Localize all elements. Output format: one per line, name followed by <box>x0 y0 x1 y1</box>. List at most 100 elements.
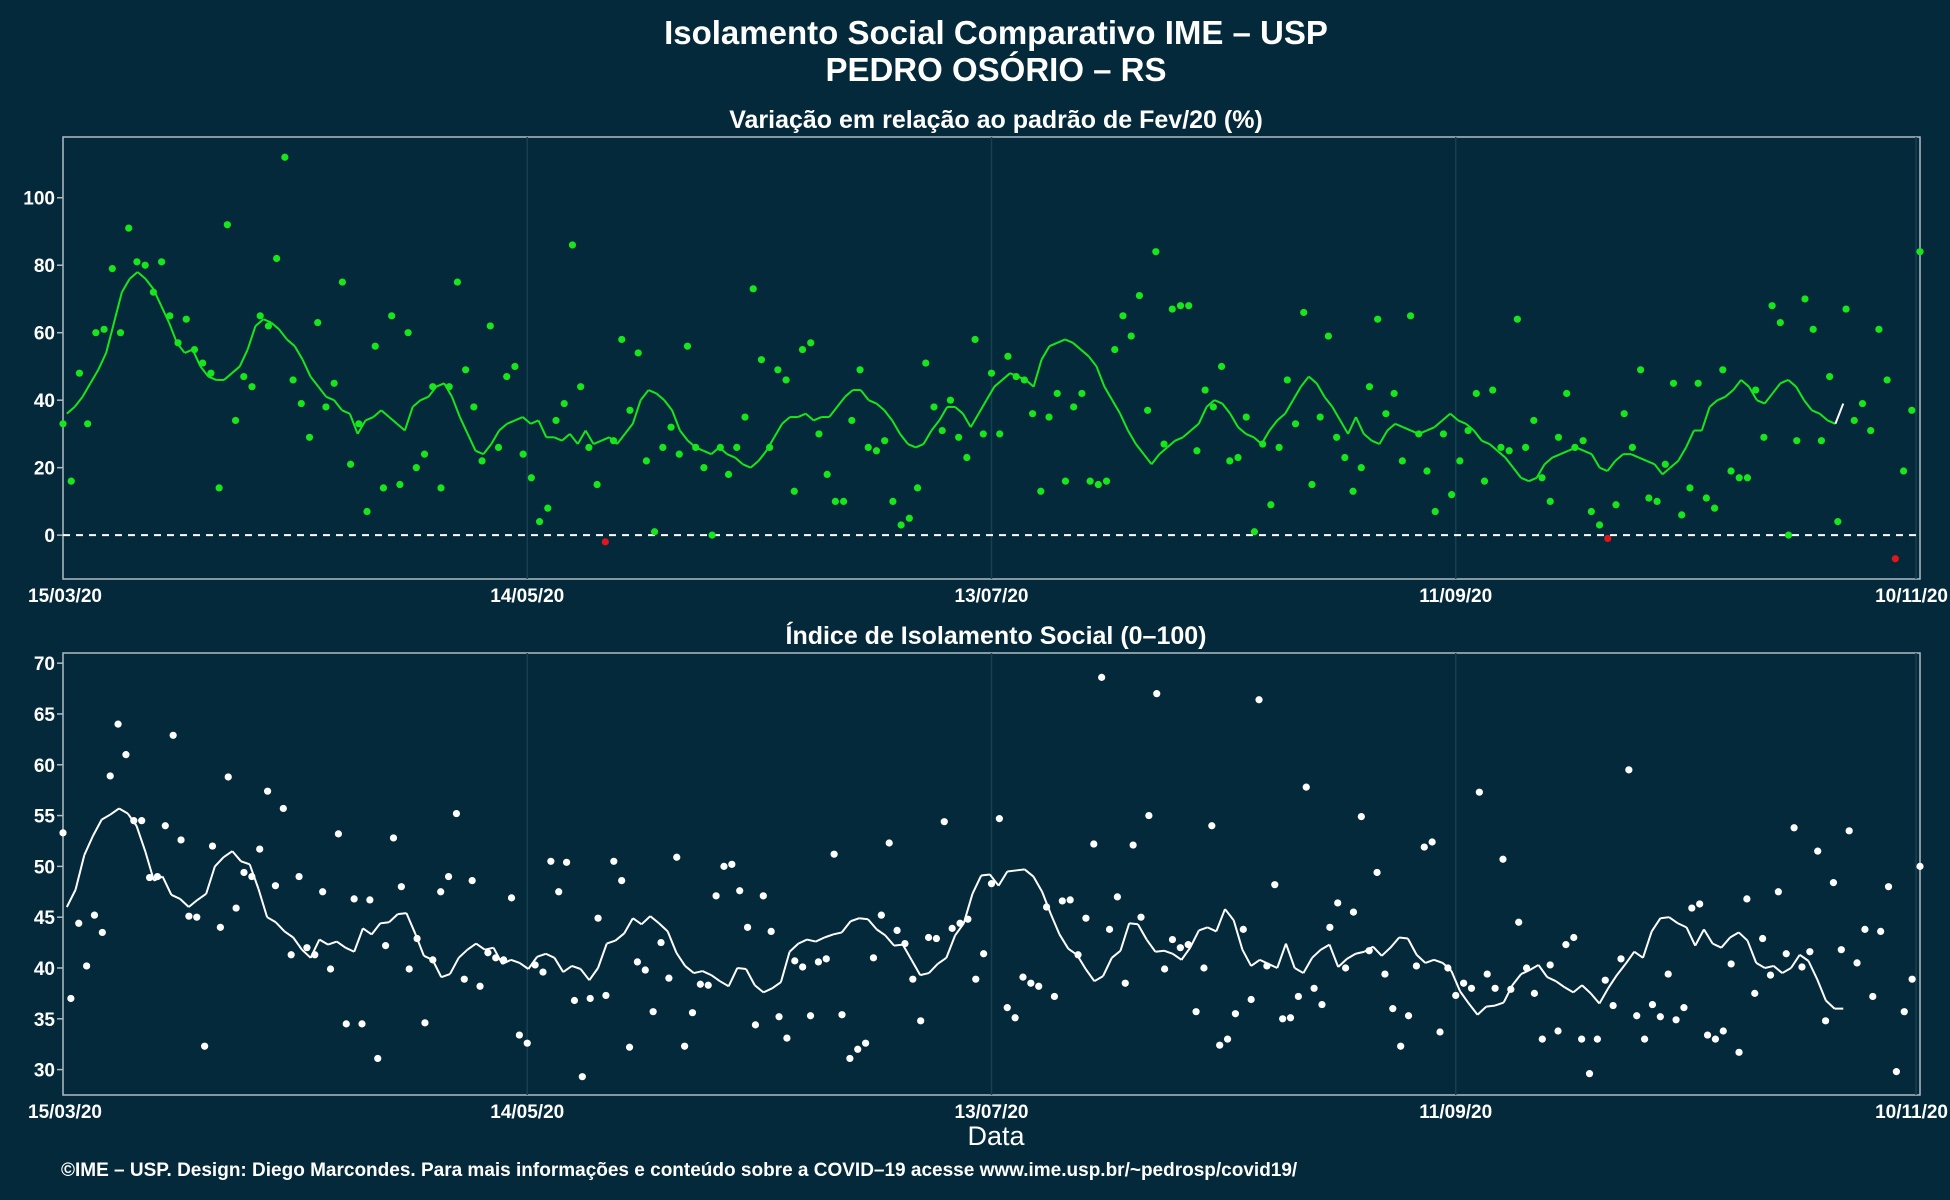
index-daily-point <box>484 949 492 957</box>
variation-daily-point <box>1916 248 1924 256</box>
variation-daily-point <box>231 416 240 425</box>
index-daily-point <box>1011 1014 1019 1022</box>
variation-daily-point <box>346 460 355 468</box>
variation-daily-point <box>733 443 741 452</box>
variation-moving-average-segment <box>160 305 170 323</box>
variation-x-tick-label: 13/07/20 <box>955 586 1029 607</box>
variation-moving-average-segment <box>1214 399 1223 405</box>
variation-daily-point <box>1595 521 1604 529</box>
variation-daily-point <box>618 335 626 344</box>
index-daily-point <box>1216 1041 1224 1049</box>
index-daily-point <box>1743 895 1751 903</box>
variation-moving-average-segment <box>1504 456 1514 469</box>
index-moving-average-segment <box>1372 945 1383 957</box>
index-moving-average-segment <box>841 920 852 934</box>
variation-daily-point <box>798 345 807 354</box>
variation-moving-average-segment <box>1787 379 1797 388</box>
index-y-tick-label: 30 <box>34 1061 55 1082</box>
variation-moving-average-segment <box>1630 453 1640 459</box>
index-moving-average-segment <box>788 942 799 953</box>
index-daily-point <box>1231 1010 1240 1018</box>
index-daily-point <box>1877 927 1885 936</box>
variation-daily-point <box>535 518 544 526</box>
index-moving-average-segment <box>1049 913 1061 935</box>
index-daily-point <box>303 944 311 952</box>
index-daily-point <box>862 1039 870 1047</box>
index-moving-average-segment <box>170 893 181 900</box>
variation-moving-average-segment <box>1819 412 1829 422</box>
index-daily-point <box>1499 855 1507 863</box>
index-daily-point <box>507 894 516 902</box>
variation-daily-point <box>1094 480 1102 489</box>
index-daily-point <box>1688 904 1696 912</box>
index-daily-point <box>1074 951 1082 959</box>
index-daily-point <box>1137 913 1145 921</box>
index-daily-point <box>193 913 201 921</box>
index-moving-average-segment <box>1007 869 1017 873</box>
variation-daily-point <box>1579 437 1587 445</box>
variation-moving-average-segment <box>1119 413 1129 431</box>
index-moving-average-segment <box>727 967 739 987</box>
index-daily-point <box>586 994 594 1003</box>
index-daily-point <box>1656 1013 1664 1021</box>
index-daily-point <box>452 809 461 818</box>
index-daily-point <box>1892 1068 1900 1076</box>
index-daily-point <box>1703 1031 1712 1039</box>
variation-daily-point <box>1168 305 1176 313</box>
variation-moving-average-segment <box>81 382 92 398</box>
index-x-tick-label: 14/05/20 <box>490 1102 564 1123</box>
variation-moving-average-segment <box>624 423 634 435</box>
variation-daily-point <box>1694 379 1702 387</box>
variation-moving-average-segment <box>1449 412 1459 422</box>
index-moving-average-segment <box>1381 946 1392 957</box>
index-daily-point <box>468 877 476 885</box>
variation-daily-point <box>215 484 223 492</box>
variation-daily-point <box>108 264 116 273</box>
variation-daily-point <box>1431 507 1439 516</box>
variation-daily-point <box>782 376 790 384</box>
variation-moving-average-segment <box>466 433 477 452</box>
variation-daily-point <box>1587 507 1595 516</box>
variation-moving-average-segment <box>1292 386 1302 401</box>
index-daily-point <box>83 962 91 970</box>
index-moving-average-segment <box>606 939 616 945</box>
index-daily-point <box>429 956 437 964</box>
index-daily-point <box>1397 1042 1405 1050</box>
index-daily-point <box>1562 941 1570 949</box>
variation-moving-average-segment <box>616 433 626 445</box>
variation-moving-average-segment <box>1182 429 1192 439</box>
variation-moving-average-segment <box>168 322 178 344</box>
index-moving-average-segment <box>1355 950 1365 955</box>
index-daily-point <box>319 888 327 896</box>
index-moving-average-segment <box>1215 908 1226 932</box>
index-moving-average-segment <box>1668 916 1679 925</box>
variation-y-tick-label: 100 <box>23 189 55 210</box>
variation-daily-point <box>872 447 881 455</box>
variation-daily-point <box>848 416 856 425</box>
index-daily-point <box>1019 973 1027 981</box>
variation-daily-point <box>683 342 692 350</box>
index-daily-point <box>893 926 901 934</box>
index-moving-average-segment <box>1450 970 1462 992</box>
index-moving-average-segment <box>1772 965 1783 974</box>
index-x-axis: 15/03/20 14/05/20 13/07/20 11/09/20 10/11/20 <box>28 1102 1948 1123</box>
index-daily-point <box>1058 897 1066 905</box>
variation-moving-average-segment <box>726 453 736 459</box>
index-daily-point <box>279 804 287 813</box>
index-moving-average-segment <box>675 952 686 967</box>
variation-daily-point <box>190 345 199 354</box>
index-daily-point <box>1318 1000 1326 1009</box>
variation-daily-point <box>1768 302 1776 310</box>
index-moving-average-segment <box>1346 952 1357 960</box>
variation-daily-point <box>1710 504 1719 512</box>
index-daily-point <box>271 882 280 890</box>
variation-daily-point <box>700 464 708 472</box>
variation-moving-average-segment <box>522 416 532 425</box>
index-daily-point <box>185 912 193 920</box>
variation-daily-point <box>897 521 905 529</box>
index-daily-point <box>956 919 964 927</box>
variation-daily-point <box>1357 464 1365 472</box>
index-moving-average-segment <box>797 938 808 945</box>
index-moving-average-segment <box>623 917 634 934</box>
index-daily-point <box>263 787 272 795</box>
